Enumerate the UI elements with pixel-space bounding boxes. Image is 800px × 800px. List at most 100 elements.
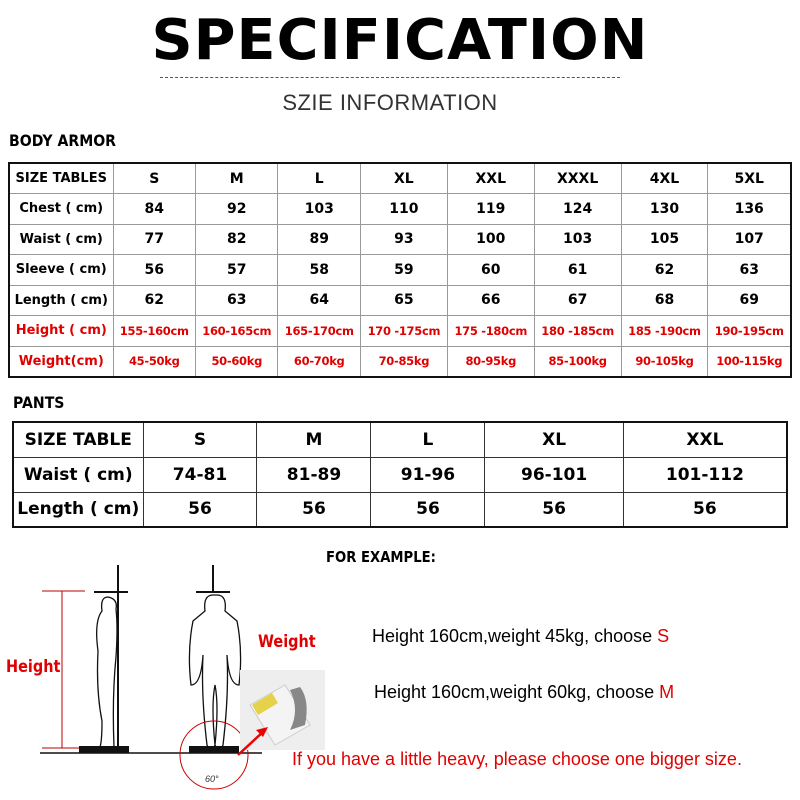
table-row: Waist ( cm) 77 82 89 93 100 103 105 107 bbox=[8, 223, 792, 255]
column-header: 4XL bbox=[620, 162, 709, 194]
row-label: Length ( cm) bbox=[8, 284, 114, 316]
size-advice-note: If you have a little heavy, please choos… bbox=[292, 749, 742, 769]
table-row: Length ( cm) 56 56 56 56 56 bbox=[12, 491, 788, 528]
table-cell: 60 bbox=[446, 254, 535, 286]
height-label: Height bbox=[6, 657, 61, 677]
page-title: SPECIFICATION bbox=[151, 8, 649, 73]
pants-label: PANTS bbox=[13, 393, 65, 412]
body-armor-label: BODY ARMOR bbox=[9, 131, 117, 150]
row-label: Weight(cm) bbox=[8, 345, 114, 377]
table-cell: 58 bbox=[277, 254, 361, 286]
table-cell: 110 bbox=[359, 193, 448, 225]
table-cell: 66 bbox=[446, 284, 535, 316]
table-cell: 45-50kg bbox=[112, 345, 196, 377]
angle-label: 60° bbox=[205, 774, 219, 784]
table-cell: 74-81 bbox=[142, 456, 258, 493]
table-cell: 56 bbox=[622, 491, 788, 528]
column-header: M bbox=[194, 162, 279, 194]
column-header: L bbox=[277, 162, 361, 194]
table-cell: 190-195cm bbox=[707, 315, 792, 347]
example-title: FOR EXAMPLE: bbox=[326, 548, 436, 566]
table-cell: 63 bbox=[194, 284, 279, 316]
table-cell: 56 bbox=[256, 491, 372, 528]
table-cell: 67 bbox=[533, 284, 622, 316]
header-row: SIZE TABLE S M L XL XXL bbox=[12, 421, 788, 458]
table-cell: 69 bbox=[707, 284, 792, 316]
table-row: Length ( cm) 62 63 64 65 66 67 68 69 bbox=[8, 284, 792, 316]
table-cell: 160-165cm bbox=[194, 315, 279, 347]
column-header: 5XL bbox=[707, 162, 792, 194]
table-cell: 56 bbox=[370, 491, 486, 528]
example-line-1: Height 160cm,weight 45kg, choose S bbox=[372, 626, 669, 647]
table-cell: 85-100kg bbox=[533, 345, 622, 377]
table-cell: 65 bbox=[359, 284, 448, 316]
row-label: Waist ( cm) bbox=[8, 223, 114, 255]
column-header: XXL bbox=[622, 421, 788, 458]
table-cell: 100-115kg bbox=[707, 345, 792, 377]
table-cell: 170 -175cm bbox=[359, 315, 448, 347]
column-header: SIZE TABLE bbox=[12, 421, 144, 458]
table-cell: 155-160cm bbox=[112, 315, 196, 347]
table-cell: 130 bbox=[620, 193, 709, 225]
table-cell: 92 bbox=[194, 193, 279, 225]
table-cell: 89 bbox=[277, 223, 361, 255]
table-cell: 56 bbox=[112, 254, 196, 286]
table-cell: 50-60kg bbox=[194, 345, 279, 377]
divider bbox=[160, 77, 620, 78]
measurement-illustration: 60° bbox=[40, 565, 325, 790]
example-text: Height 160cm,weight 60kg, choose bbox=[374, 682, 660, 702]
table-cell: 59 bbox=[359, 254, 448, 286]
table-cell: 175 -180cm bbox=[446, 315, 535, 347]
table-row: Weight(cm) 45-50kg 50-60kg 60-70kg 70-85kg 80… bbox=[8, 345, 792, 377]
table-cell: 180 -185cm bbox=[533, 315, 622, 347]
example-text: Height 160cm,weight 45kg, choose bbox=[372, 626, 658, 646]
table-cell: 96-101 bbox=[484, 456, 624, 493]
column-header: XL bbox=[359, 162, 448, 194]
row-label: Waist ( cm) bbox=[12, 456, 144, 493]
table-cell: 107 bbox=[707, 223, 792, 255]
table-cell: 119 bbox=[446, 193, 535, 225]
table-cell: 61 bbox=[533, 254, 622, 286]
table-cell: 68 bbox=[620, 284, 709, 316]
example-size: M bbox=[659, 682, 675, 702]
table-cell: 64 bbox=[277, 284, 361, 316]
page-subtitle: SZIE INFORMATION bbox=[282, 90, 498, 115]
table-cell: 185 -190cm bbox=[620, 315, 709, 347]
table-row: Chest ( cm) 84 92 103 110 119 124 130 136 bbox=[8, 193, 792, 225]
table-row: Height ( cm) 155-160cm 160-165cm 165-170cm 1… bbox=[8, 315, 792, 347]
body-armor-size-table: SIZE TABLES S M L XL XXL XXXL 4XL 5XL Chest ( cm)… bbox=[8, 162, 792, 378]
pants-size-table: SIZE TABLE S M L XL XXL Waist ( cm) 74-81 81-89 9… bbox=[12, 421, 788, 528]
weight-label: Weight bbox=[258, 632, 316, 652]
row-label: Chest ( cm) bbox=[8, 193, 114, 225]
table-cell: 63 bbox=[707, 254, 792, 286]
table-cell: 56 bbox=[142, 491, 258, 528]
column-header: S bbox=[112, 162, 196, 194]
table-cell: 91-96 bbox=[370, 456, 486, 493]
table-cell: 60-70kg bbox=[277, 345, 361, 377]
table-row: Waist ( cm) 74-81 81-89 91-96 96-101 101-112 bbox=[12, 456, 788, 493]
table-row: Sleeve ( cm) 56 57 58 59 60 61 62 63 bbox=[8, 254, 792, 286]
column-header: SIZE TABLES bbox=[8, 162, 114, 194]
column-header: XXXL bbox=[533, 162, 622, 194]
row-label: Sleeve ( cm) bbox=[8, 254, 114, 286]
column-header: M bbox=[256, 421, 372, 458]
column-header: L bbox=[370, 421, 486, 458]
header-row: SIZE TABLES S M L XL XXL XXXL 4XL 5XL bbox=[8, 162, 792, 194]
table-cell: 105 bbox=[620, 223, 709, 255]
table-cell: 70-85kg bbox=[359, 345, 448, 377]
table-cell: 77 bbox=[112, 223, 196, 255]
table-cell: 82 bbox=[194, 223, 279, 255]
table-cell: 62 bbox=[112, 284, 196, 316]
table-cell: 93 bbox=[359, 223, 448, 255]
table-cell: 136 bbox=[707, 193, 792, 225]
example-line-2: Height 160cm,weight 60kg, choose M bbox=[374, 682, 674, 703]
table-cell: 100 bbox=[446, 223, 535, 255]
column-header: XL bbox=[484, 421, 624, 458]
table-cell: 165-170cm bbox=[277, 315, 361, 347]
row-label: Height ( cm) bbox=[8, 315, 114, 347]
table-cell: 56 bbox=[484, 491, 624, 528]
example-size: S bbox=[657, 626, 670, 646]
table-cell: 103 bbox=[533, 223, 622, 255]
table-cell: 90-105kg bbox=[620, 345, 709, 377]
row-label: Length ( cm) bbox=[12, 491, 144, 528]
